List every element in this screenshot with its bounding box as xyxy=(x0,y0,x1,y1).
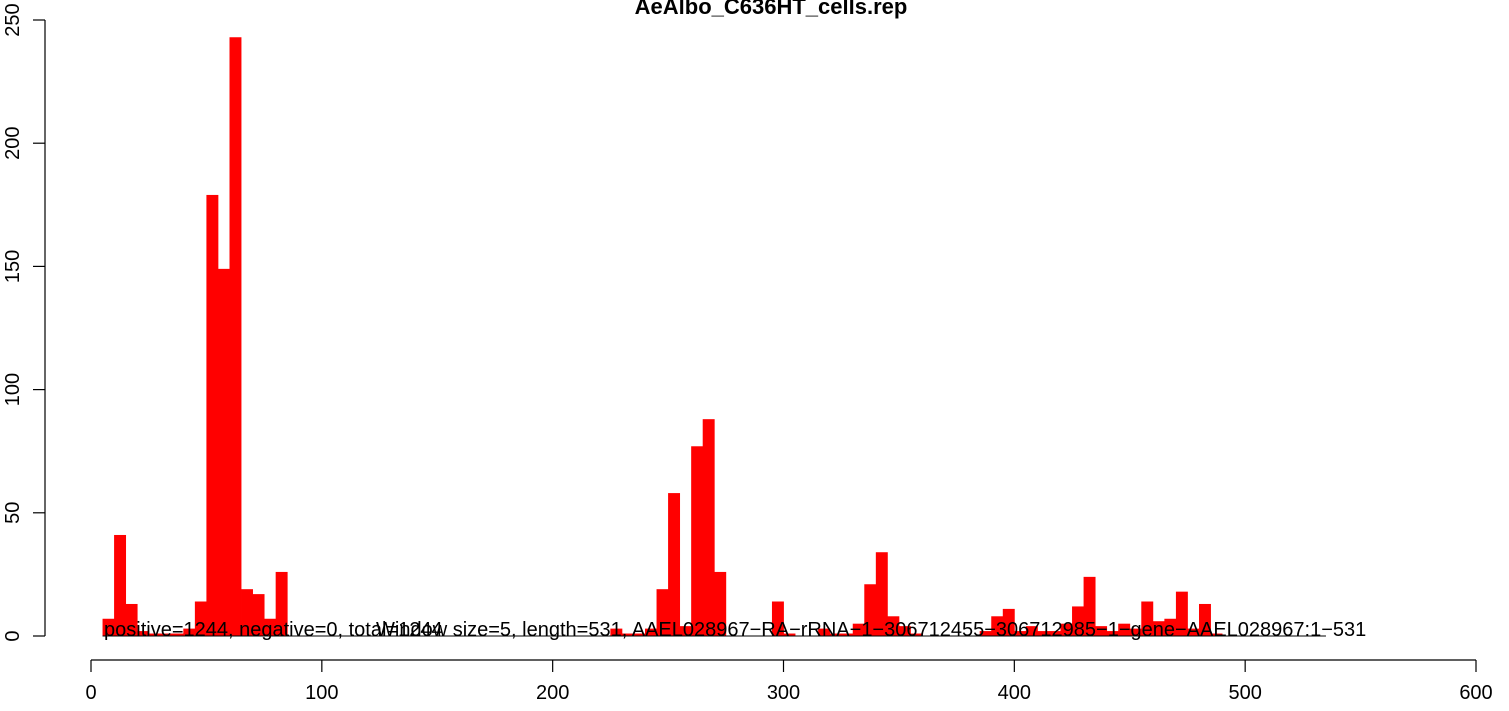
annotations-group: positive=1244, negative=0, total=1244 Wi… xyxy=(104,619,1366,641)
x-tick-label: 0 xyxy=(85,682,96,704)
histogram-bar xyxy=(668,493,680,636)
x-tick-label: 400 xyxy=(998,682,1031,704)
y-tick-label: 200 xyxy=(2,127,24,160)
y-tick-label: 0 xyxy=(2,630,24,641)
y-tick-label: 100 xyxy=(2,373,24,406)
bars-group xyxy=(103,37,1223,636)
y-tick-label: 50 xyxy=(2,502,24,524)
x-tick-label: 500 xyxy=(1228,682,1261,704)
annotation-window: Window size=5, length=531, AAEL028967−RA… xyxy=(376,619,1366,641)
histogram-bar xyxy=(691,446,703,636)
y-axis: 0 50 100 150 200 250 xyxy=(2,3,45,641)
x-tick-label: 600 xyxy=(1459,682,1492,704)
histogram-bar xyxy=(703,419,715,636)
x-tick-label: 300 xyxy=(767,682,800,704)
histogram-bar xyxy=(230,37,242,636)
y-tick-label: 250 xyxy=(2,3,24,36)
x-axis: 0 100 200 300 400 500 600 xyxy=(85,660,1492,704)
histogram-bar xyxy=(206,195,218,636)
chart-title: AeAlbo_C636HT_cells.rep xyxy=(635,0,908,19)
histogram-bar xyxy=(218,269,230,636)
x-tick-label: 200 xyxy=(536,682,569,704)
x-tick-label: 100 xyxy=(305,682,338,704)
y-tick-label: 150 xyxy=(2,250,24,283)
